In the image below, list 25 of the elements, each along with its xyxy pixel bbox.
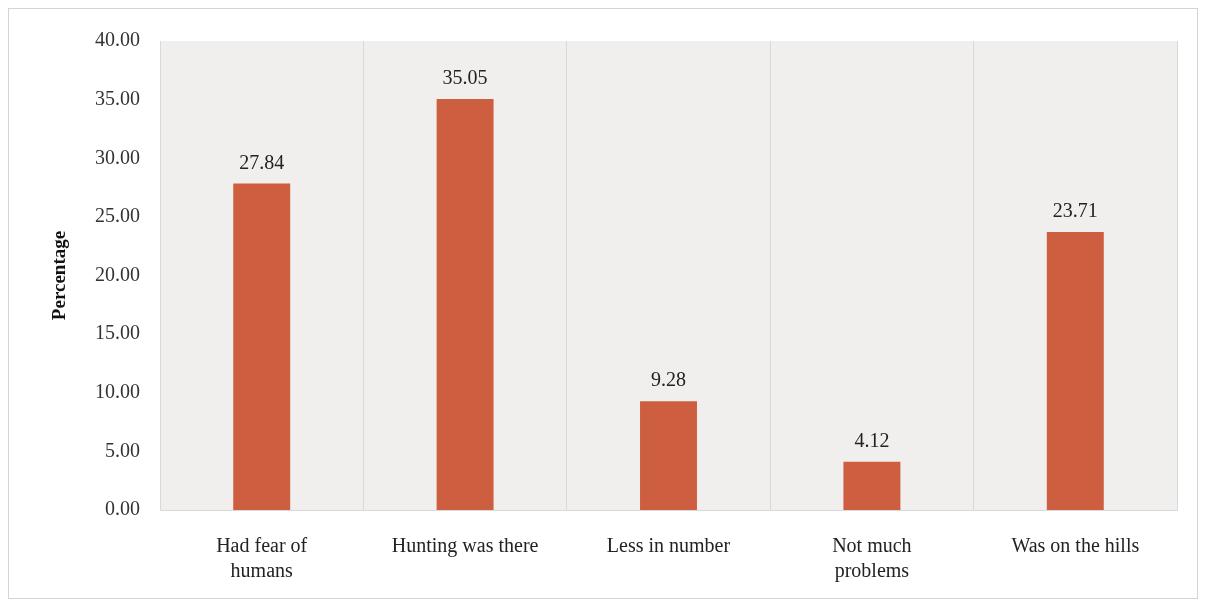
y-tick-label: 0.00 <box>105 497 140 520</box>
bar <box>1046 232 1104 510</box>
y-tick-label: 25.00 <box>95 204 140 227</box>
y-tick-label: 5.00 <box>105 438 140 461</box>
x-tick-label: Less in number <box>606 533 731 556</box>
data-label: 23.71 <box>1052 199 1098 222</box>
bar <box>233 183 291 510</box>
x-tick-label: Was on the hills <box>1011 533 1140 556</box>
data-label: 4.12 <box>854 428 890 451</box>
bar <box>436 99 494 510</box>
x-tick-label: Not much problems <box>832 533 912 582</box>
bar <box>843 461 901 510</box>
y-tick-label: 15.00 <box>95 321 140 344</box>
y-tick-label: 20.00 <box>95 262 140 285</box>
bar <box>640 401 697 510</box>
y-tick-label: 35.00 <box>95 86 140 109</box>
data-label: 9.28 <box>651 368 686 391</box>
y-tick-label: 40.00 <box>95 28 140 51</box>
data-label: 27.84 <box>239 150 285 173</box>
y-axis-title: Percentage <box>48 230 70 321</box>
y-tick-label: 30.00 <box>95 145 140 168</box>
x-tick-label: Had fear of humans <box>216 533 308 581</box>
y-tick-label: 10.00 <box>95 380 140 402</box>
x-tick-label: Hunting was there <box>391 533 539 557</box>
data-label: 35.05 <box>442 66 488 89</box>
